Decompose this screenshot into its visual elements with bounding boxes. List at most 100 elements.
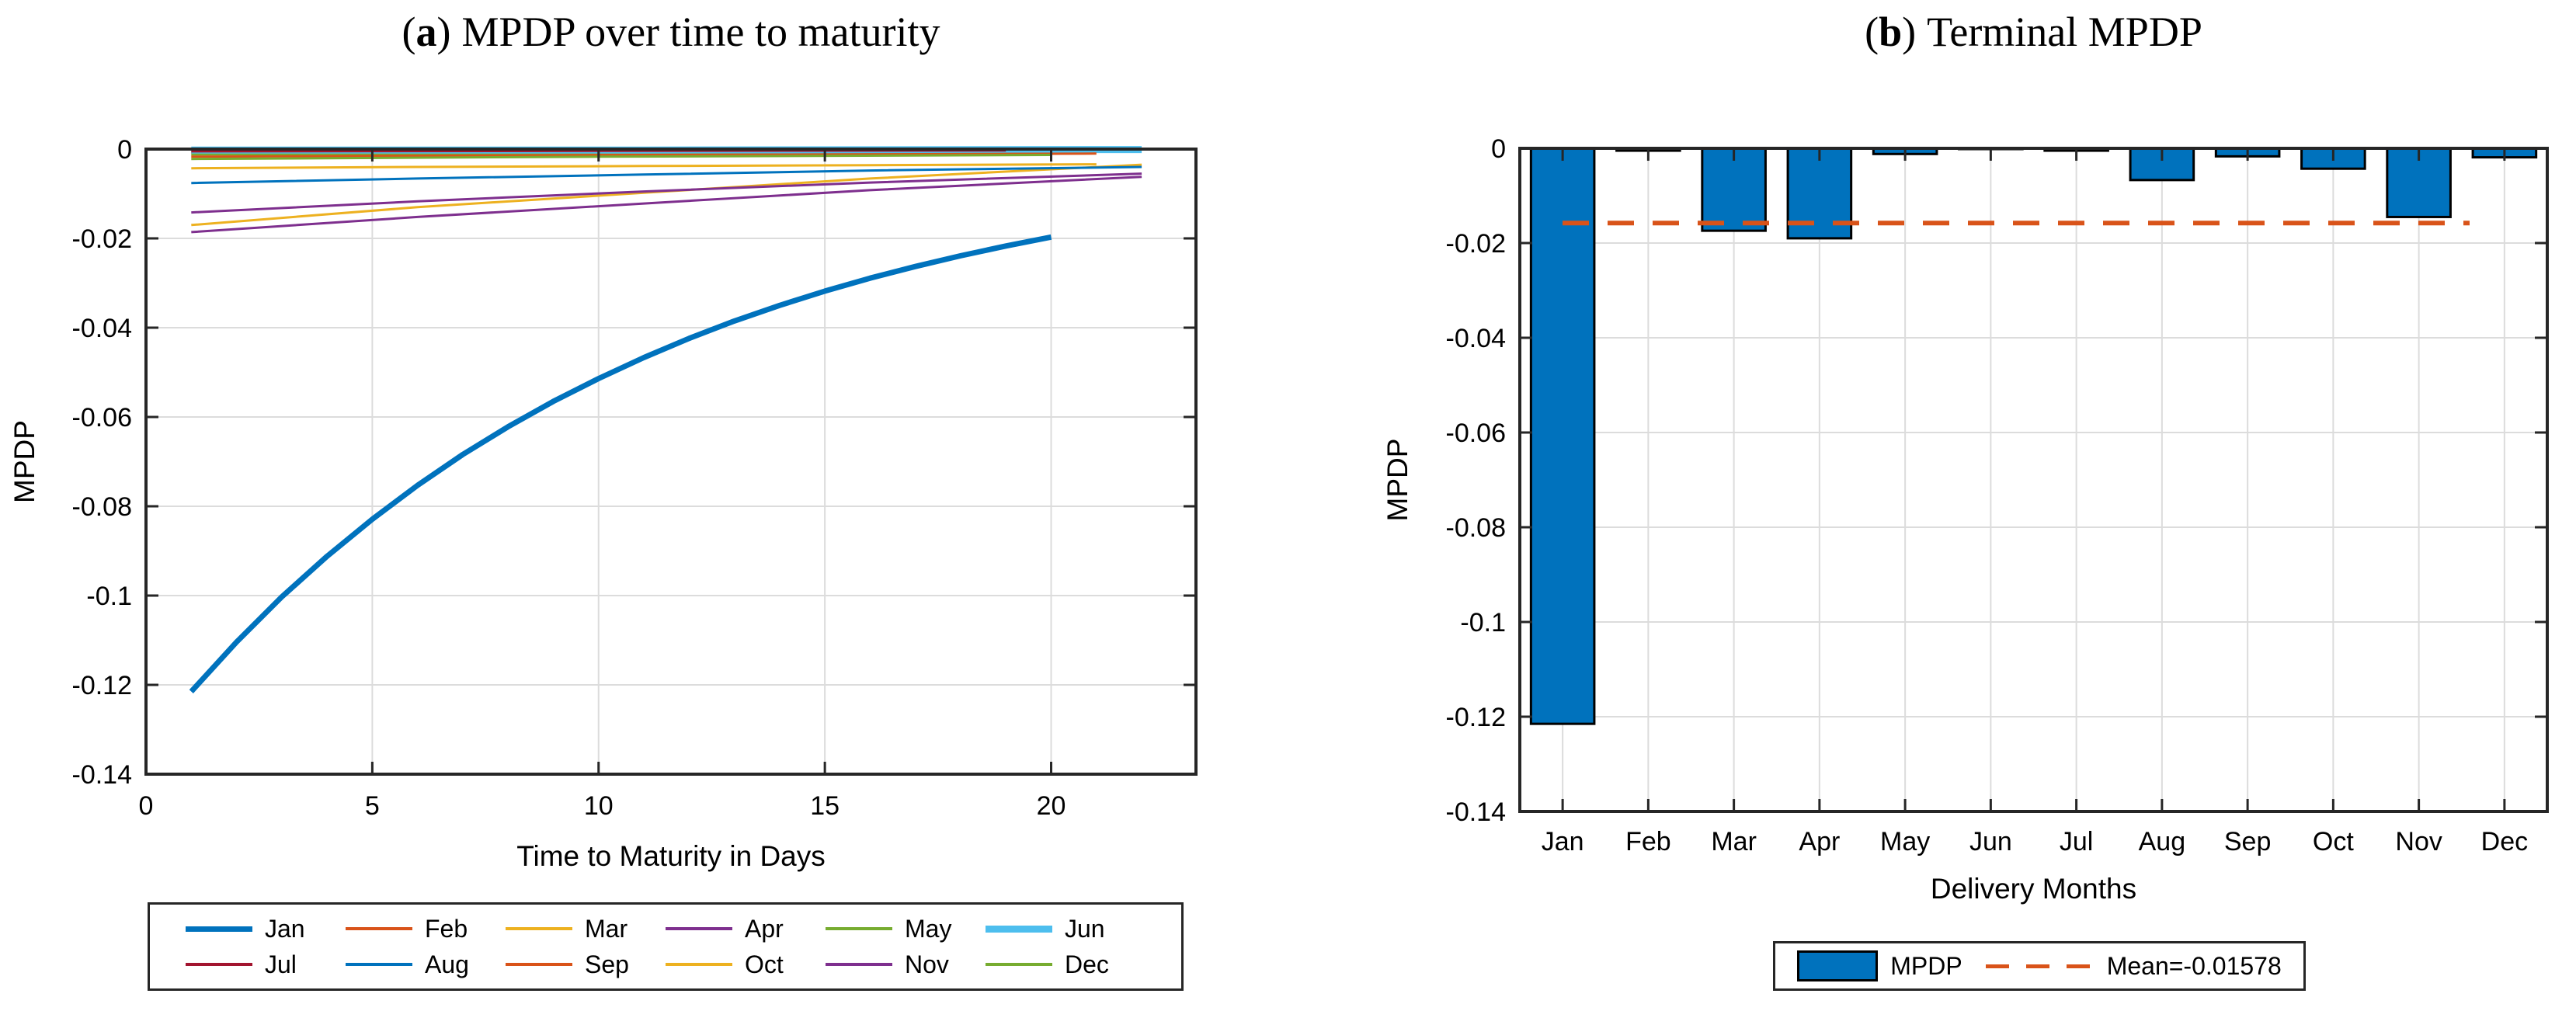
y-tick-label: -0.12 [72,671,133,700]
x-tick-label-Jul: Jul [2060,827,2093,856]
dashed-line-swatch [1985,964,2095,968]
legend-entry-Sep: Sep [506,950,629,979]
jan-line-swatch [186,926,252,932]
y-tick-label: -0.14 [72,760,133,790]
mar-line-swatch [506,927,572,930]
legend-label-Feb: Feb [425,914,468,943]
legend-entry-MPDP: MPDP [1797,950,1962,981]
y-axis-label: MPDP [9,420,40,503]
jun-line-swatch [986,925,1052,933]
legend-label-Jul: Jul [265,950,297,978]
panel-b-label-close: ) [1902,9,1917,55]
legend-label-Mar: Mar [585,914,628,943]
y-tick-labels: 0 -0.02 -0.04 -0.06 -0.08 -0.1 -0.12 -0.14 [1446,134,1507,827]
legend-label-Oct: Oct [745,950,784,978]
bar-Jan [1529,147,1596,725]
y-tick-label: -0.1 [86,582,132,611]
x-tick-label-Oct: Oct [2313,827,2354,856]
panel-a-plot: 0 5 10 15 20 0 -0.02 -0.04 -0.06 -0.08 -0.1 -0.12 -0… [9,135,1198,872]
legend-label-Aug: Aug [425,950,469,978]
panel-a-title-text: MPDP over time to maturity [461,9,940,55]
panel-b-label-open: ( [1865,9,1879,55]
legend-entry-Jun: Jun [986,915,1105,943]
tick-marks [1520,147,2547,813]
y-tick-label: 0 [1491,134,1506,164]
bar-patch-swatch [1797,950,1879,981]
panel-a-label-close: ) [436,9,451,55]
x-tick-label-Jan: Jan [1542,827,1584,856]
panel-a-title: (a) MPDP over time to maturity [146,5,1196,59]
x-tick-label-Dec: Dec [2481,827,2528,856]
legend-entry-Feb: Feb [346,915,468,943]
x-tick-labels: 0 5 10 15 20 [139,791,1066,821]
y-tick-label: -0.08 [1446,513,1507,543]
y-tick-label: -0.06 [1446,419,1507,448]
bars [1529,147,2538,725]
feb-line-swatch [346,927,412,930]
series-Nov [191,172,1142,214]
y-tick-label: 0 [117,135,132,165]
legend-entry-Dec: Dec [986,950,1109,979]
legend-panel-b: MPDP Mean=-0.01578 [1773,941,2306,991]
nov-line-swatch [826,963,892,966]
series-Oct [191,163,1097,170]
legend-entry-Aug: Aug [346,950,469,979]
y-axis-label: MPDP [1382,439,1413,522]
y-tick-label: -0.08 [72,492,133,522]
series-Mar [191,163,1142,227]
series-Jan [189,234,1052,693]
panel-b-title-text: Terminal MPDP [1927,9,2202,55]
legend-label-Sep: Sep [585,950,629,978]
y-tick-label: -0.14 [1446,797,1507,827]
x-tick-label: 5 [365,791,380,821]
may-line-swatch [826,927,892,930]
x-tick-label-Aug: Aug [2139,827,2186,856]
series-Aug [191,165,1142,185]
x-tick-label: 10 [584,791,614,821]
legend-panel-a: Jan Feb Mar Apr May Jun Jul Aug Sep Oct Nov Dec [148,902,1184,991]
y-tick-label: -0.06 [72,403,133,433]
line-series [189,146,1142,693]
x-tick-label-Jun: Jun [1969,827,2012,856]
series-Apr [191,175,1142,234]
dec-line-swatch [986,963,1052,966]
legend-entry-Nov: Nov [826,950,949,979]
x-tick-label-Mar: Mar [1711,827,1757,856]
legend-label-May: May [905,914,952,943]
x-tick-label-Sep: Sep [2224,827,2272,856]
panel-b-plot: Jan Feb Mar Apr May Jun Jul Aug Sep Oct Nov Dec 0 -0.… [1382,134,2549,905]
x-tick-label-Feb: Feb [1625,827,1671,856]
legend-label: MPDP [1890,951,1962,980]
legend-entry-Mean-0-01578: Mean=-0.01578 [1985,951,2282,981]
apr-line-swatch [666,927,732,930]
tick-marks [144,148,1196,776]
y-tick-label: -0.02 [72,224,133,254]
x-axis-label: Time to Maturity in Days [516,840,826,872]
x-axis-label: Delivery Months [1931,873,2136,905]
panel-b-title: (b) Terminal MPDP [1520,5,2547,59]
legend-entry-Oct: Oct [666,950,784,979]
series-Sep [191,152,1097,158]
x-tick-label-May: May [1880,827,1930,856]
y-tick-label: -0.1 [1460,608,1506,638]
panel-a-label: a [415,9,437,55]
gridlines [146,149,1196,774]
bar-Mar [1701,147,1767,232]
x-tick-label: 20 [1037,791,1066,821]
legend-entry-Jul: Jul [186,950,297,979]
legend-label-Dec: Dec [1065,950,1109,978]
x-tick-label-Apr: Apr [1799,827,1840,856]
aug-line-swatch [346,963,412,966]
legend-label: Mean=-0.01578 [2106,951,2282,980]
y-tick-label: -0.04 [1446,324,1507,353]
legend-entry-Apr: Apr [666,915,784,943]
panel-b-label: b [1879,9,1903,55]
x-tick-label: 0 [139,791,154,821]
axes-box [1518,147,2549,813]
legend-label-Apr: Apr [745,914,784,943]
y-tick-labels: 0 -0.02 -0.04 -0.06 -0.08 -0.1 -0.12 -0.14 [72,135,133,790]
legend-label-Nov: Nov [905,950,949,978]
legend-entry-Jan: Jan [186,915,305,943]
